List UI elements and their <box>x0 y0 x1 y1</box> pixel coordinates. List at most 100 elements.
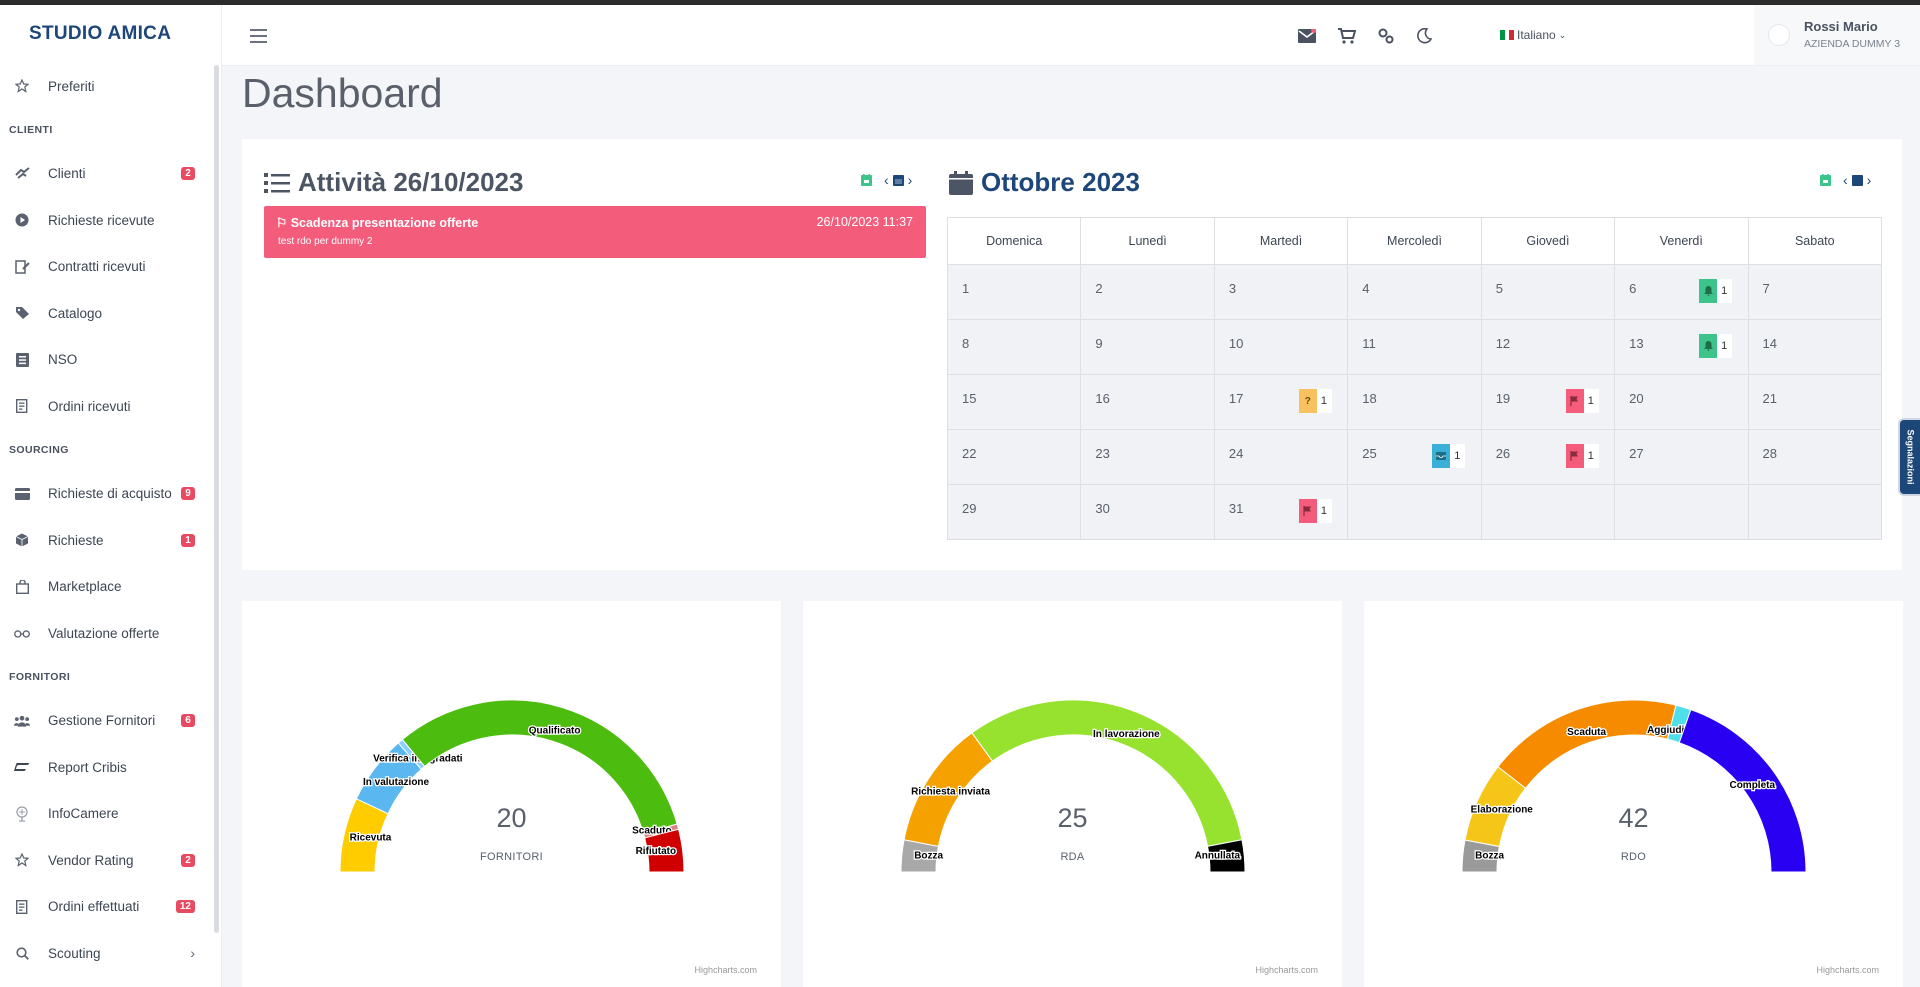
gauge-segment-annullata[interactable] <box>1206 839 1246 873</box>
calendar-day-cell[interactable]: 29 <box>946 484 1082 540</box>
calendar-day-cell[interactable]: 2 <box>1080 264 1215 320</box>
sidebar-item-report-cribis[interactable]: Report Cribis <box>0 744 221 791</box>
calendar-day-cell[interactable]: 16 <box>1080 374 1215 430</box>
cart-icon[interactable] <box>1336 25 1358 47</box>
calendar-day-cell[interactable]: 7 <box>1747 264 1883 320</box>
dark-mode-icon[interactable] <box>1413 25 1435 47</box>
calendar-day-cell[interactable]: 11 <box>1347 319 1482 375</box>
gauge-data-label: Qualificato <box>529 725 581 736</box>
star-icon <box>14 78 30 94</box>
calendar-day-cell[interactable]: 14 <box>1747 319 1883 375</box>
calendar-event-badge[interactable]: 1 <box>1699 279 1733 303</box>
calendar-day-cell[interactable]: 17? 1 <box>1213 374 1349 430</box>
calendar-day-cell[interactable] <box>1480 484 1616 540</box>
sidebar-item-infocamere[interactable]: InfoCamere <box>0 791 221 838</box>
sidebar-scrollbar[interactable] <box>214 65 219 933</box>
sidebar-item-richieste-di-acquisto[interactable]: Richieste di acquisto 9 <box>0 471 221 518</box>
handshake-icon <box>14 166 30 182</box>
chevron-left-icon[interactable]: ‹ <box>1843 172 1848 188</box>
sidebar-item-valutazione-offerte[interactable]: Valutazione offerte <box>0 610 221 657</box>
sidebar-item-label: Vendor Rating <box>48 852 134 868</box>
gauge-segment-rifiutato[interactable] <box>644 828 685 873</box>
flag-icon <box>1565 444 1584 468</box>
calendar-day-number: 23 <box>1095 446 1110 461</box>
calendar-day-cell[interactable]: 13 1 <box>1614 319 1749 375</box>
calendar-picker-icon[interactable] <box>892 174 904 186</box>
sidebar-item-vendor-rating[interactable]: Vendor Rating 2 <box>0 837 221 884</box>
mail-icon[interactable] <box>1296 25 1318 47</box>
activities-controls: ‹ › <box>861 172 912 188</box>
gauge-segment-scaduta[interactable] <box>1497 699 1677 789</box>
sidebar-item-catalogo[interactable]: Catalogo <box>0 290 221 337</box>
calendar-day-cell[interactable]: 27 <box>1614 429 1749 485</box>
sidebar-item-label: Report Cribis <box>48 759 127 775</box>
calendar-day-cell[interactable]: 10 <box>1213 319 1349 375</box>
sidebar-item-richieste-ricevute[interactable]: Richieste ricevute <box>0 197 221 244</box>
chart-credit[interactable]: Highcharts.com <box>1255 965 1318 975</box>
segnalazioni-side-tab[interactable]: Segnalazioni <box>1900 420 1920 494</box>
calendar-day-cell[interactable]: 5 <box>1480 264 1616 320</box>
menu-toggle-icon[interactable] <box>250 29 267 47</box>
calendar-day-cell[interactable]: 30 <box>1080 484 1215 540</box>
sidebar-item-gestione-fornitori[interactable]: Gestione Fornitori 6 <box>0 698 221 745</box>
sidebar: STUDIO AMICA Preferiti CLIENTI Clienti 2 Ric… <box>0 5 222 987</box>
sidebar-item-marketplace[interactable]: Marketplace <box>0 564 221 611</box>
calendar-day-cell[interactable]: 23 <box>1080 429 1215 485</box>
sidebar-item-label: Clienti <box>48 166 86 182</box>
calendar-day-number: 7 <box>1762 281 1770 296</box>
calendar-day-cell[interactable]: 19 1 <box>1480 374 1616 430</box>
calendar-day-cell[interactable]: 21 <box>1747 374 1883 430</box>
calendar-day-cell[interactable]: 24 <box>1213 429 1349 485</box>
calendar-day-cell[interactable]: 22 <box>946 429 1082 485</box>
sidebar-item-preferiti[interactable]: Preferiti <box>0 63 221 110</box>
language-selector[interactable]: Italiano ⌄ <box>1500 28 1566 42</box>
calendar-event-badge[interactable]: 1 <box>1298 499 1332 523</box>
chart-credit[interactable]: Highcharts.com <box>1816 965 1879 975</box>
sidebar-item-label: Catalogo <box>48 305 103 321</box>
calendar-day-cell[interactable]: 15 <box>946 374 1082 430</box>
calendar-day-cell[interactable]: 8 <box>946 319 1082 375</box>
calendar-day-cell[interactable]: 26 1 <box>1480 429 1616 485</box>
today-calendar-icon[interactable] <box>861 174 872 186</box>
gauge-segment-completa[interactable] <box>1678 709 1807 873</box>
brand-logo[interactable]: STUDIO AMICA <box>29 23 172 44</box>
calendar-event-badge[interactable]: 1 <box>1565 389 1599 413</box>
chart-credit[interactable]: Highcharts.com <box>694 965 757 975</box>
sidebar-item-ordini-effettuati[interactable]: Ordini effettuati 12 <box>0 884 221 931</box>
sidebar-section-heading: FORNITORI <box>9 671 71 683</box>
calendar-day-cell[interactable]: 28 <box>1747 429 1883 485</box>
calendar-day-cell[interactable]: 31 1 <box>1213 484 1349 540</box>
language-label: Italiano <box>1517 28 1556 42</box>
chevron-right-icon[interactable]: › <box>1866 172 1872 188</box>
sidebar-item-richieste[interactable]: Richieste 1 <box>0 517 221 564</box>
sidebar-item-nso[interactable]: NSO <box>0 337 221 384</box>
calendar-event-badge[interactable]: 1 <box>1565 444 1599 468</box>
calendar-event-badge[interactable]: 1 <box>1432 444 1466 468</box>
user-menu[interactable]: Rossi Mario AZIENDA DUMMY 3 <box>1754 5 1920 65</box>
calendar-day-number: 10 <box>1228 336 1244 351</box>
calendar-event-badge[interactable]: 1 <box>1699 334 1733 358</box>
activity-event[interactable]: ⚐ Scadenza presentazione offerte 26/10/2… <box>264 206 926 258</box>
calendar-day-cell[interactable]: 4 <box>1347 264 1482 320</box>
sidebar-item-clienti[interactable]: Clienti 2 <box>0 151 221 198</box>
settings-icon[interactable] <box>1375 25 1397 47</box>
calendar-day-cell[interactable]: 25 1 <box>1347 429 1482 485</box>
calendar-day-cell[interactable] <box>1614 484 1749 540</box>
calendar-day-cell[interactable]: 3 <box>1213 264 1349 320</box>
chevron-left-icon[interactable]: ‹ <box>884 172 889 188</box>
calendar-day-cell[interactable]: 1 <box>946 264 1082 320</box>
today-calendar-icon[interactable] <box>1820 174 1831 186</box>
calendar-day-cell[interactable] <box>1347 484 1482 540</box>
calendar-day-cell[interactable]: 20 <box>1614 374 1749 430</box>
sidebar-item-scouting[interactable]: Scouting › <box>0 930 221 977</box>
sidebar-item-contratti-ricevuti[interactable]: Contratti ricevuti <box>0 244 221 291</box>
sidebar-item-ordini-ricevuti[interactable]: Ordini ricevuti <box>0 383 221 430</box>
calendar-event-badge[interactable]: ? 1 <box>1298 389 1332 413</box>
calendar-day-cell[interactable] <box>1747 484 1883 540</box>
calendar-day-cell[interactable]: 18 <box>1347 374 1482 430</box>
calendar-day-cell[interactable]: 12 <box>1480 319 1616 375</box>
chevron-right-icon[interactable]: › <box>907 172 913 188</box>
calendar-picker-icon[interactable] <box>1851 174 1863 186</box>
calendar-day-cell[interactable]: 9 <box>1080 319 1215 375</box>
